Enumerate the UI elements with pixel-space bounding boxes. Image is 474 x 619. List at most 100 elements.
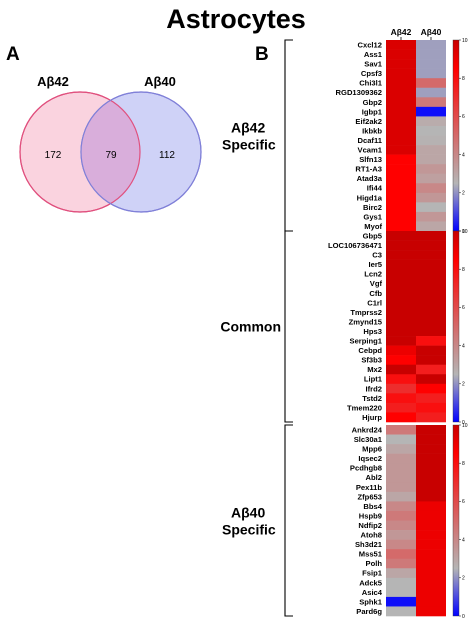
venn-set1-label: Aβ42 (37, 74, 69, 89)
colorbar-tick-label: 6 (462, 305, 465, 311)
heatmap-cell (386, 269, 416, 280)
venn-only-set2-count: 112 (159, 150, 175, 161)
gene-label: Eif2ak2 (355, 117, 382, 126)
heatmap-cell (416, 425, 446, 435)
heatmap-cell (416, 453, 446, 464)
panel-a-label: A (6, 44, 20, 65)
heatmap-cell (416, 135, 446, 146)
heatmap-cell (386, 97, 416, 108)
heatmap-cell (386, 240, 416, 251)
gene-label: Tmem220 (347, 403, 382, 412)
heatmap-cell (416, 463, 446, 474)
heatmap-cell (386, 59, 416, 69)
heatmap-cell (386, 336, 416, 346)
gene-label: Cebpd (358, 346, 382, 355)
gene-label: Mx2 (367, 365, 382, 374)
gene-label: Cfb (369, 289, 382, 298)
gene-label: Ndfip2 (358, 521, 382, 530)
gene-label: Sav1 (364, 60, 383, 69)
heatmap-cell (386, 510, 416, 521)
heatmap-cell (386, 549, 416, 559)
gene-label: Sphk1 (359, 597, 383, 606)
colorbar-tick-label: 2 (462, 191, 465, 197)
colorbar (452, 424, 460, 617)
gene-label: Polh (366, 559, 383, 568)
colorbar-tick-label: 2 (462, 382, 465, 388)
heatmap-cell (386, 68, 416, 79)
gene-label: Lcn2 (364, 270, 382, 279)
heatmap-cell (416, 106, 446, 117)
gene-label: Ass1 (364, 50, 383, 59)
heatmap-cell (386, 558, 416, 569)
gene-label: LOC106736471 (328, 241, 383, 250)
gene-label: Atad3a (357, 174, 383, 183)
heatmap-cell (386, 231, 416, 241)
heatmap-cell (416, 183, 446, 194)
heatmap-cell (416, 530, 446, 540)
gene-label: Zmynd15 (349, 317, 383, 326)
venn-overlap-count: 79 (105, 150, 117, 161)
heatmap-cell (416, 482, 446, 493)
column-label-2: Aβ40 (421, 27, 442, 37)
heatmap-cell (416, 307, 446, 318)
heatmap-cell (386, 482, 416, 493)
heatmap-cell (386, 530, 416, 540)
heatmap-cell (386, 434, 416, 445)
gene-label: Gbp5 (363, 231, 383, 240)
heatmap-cell (416, 336, 446, 346)
heatmap-cell (386, 49, 416, 60)
heatmap-cell (416, 596, 446, 607)
heatmap-cell (416, 364, 446, 375)
colorbar (452, 230, 460, 423)
heatmap-cell (386, 355, 416, 365)
gene-label: Pex11b (356, 483, 383, 492)
gene-label: Atoh8 (360, 531, 382, 540)
gene-label: Cxcl12 (358, 40, 383, 49)
gene-label: Cpsf3 (361, 69, 382, 78)
colorbar-tick-label: 4 (462, 343, 465, 349)
colorbar-tick-label: 8 (462, 461, 465, 467)
heatmap-cell (386, 596, 416, 607)
heatmap-cell (416, 259, 446, 270)
gene-label: Ier5 (368, 260, 382, 269)
heatmap-cell (416, 412, 446, 423)
gene-label: Mss51 (359, 550, 383, 559)
heatmap-cell (416, 434, 446, 445)
heatmap-cell (416, 125, 446, 136)
gene-label: Sh3d21 (355, 540, 383, 549)
gene-label: Vgf (370, 279, 383, 288)
gene-label: RGD1309362 (336, 88, 382, 97)
gene-label: Abl2 (366, 473, 382, 482)
colorbar-tick-label: 0 (462, 614, 465, 619)
heatmap-cell (386, 297, 416, 308)
gene-label: Asic4 (362, 588, 383, 597)
gene-label: Myof (364, 222, 382, 231)
heatmap-cell (416, 393, 446, 404)
heatmap-cell (416, 491, 446, 502)
colorbar-tick-label: 4 (462, 152, 465, 158)
gene-label: Higd1a (357, 193, 383, 202)
heatmap-cell (416, 97, 446, 108)
gene-label: Serping1 (350, 337, 383, 346)
heatmap-cell (416, 240, 446, 251)
heatmap-cell (386, 78, 416, 89)
heatmap-cell (386, 577, 416, 588)
heatmap-cell (416, 68, 446, 79)
gene-label: Tmprss2 (350, 308, 382, 317)
colorbar-tick-label: 6 (462, 114, 465, 120)
gene-label: RT1-A3 (355, 165, 382, 174)
gene-label: Sf3b3 (361, 356, 382, 365)
heatmap-cell (416, 164, 446, 174)
gene-label: Adck5 (359, 578, 383, 587)
heatmap-cell (386, 444, 416, 454)
heatmap-cell (386, 491, 416, 502)
heatmap-cell (386, 393, 416, 404)
gene-label: Igbp1 (362, 107, 383, 116)
heatmap-cell (416, 211, 446, 222)
colorbar-tick-label: 8 (462, 76, 465, 82)
gene-label: C3 (372, 251, 382, 260)
gene-label: Chi3l1 (359, 79, 383, 88)
heatmap-cell (416, 558, 446, 569)
heatmap-cell (386, 425, 416, 435)
